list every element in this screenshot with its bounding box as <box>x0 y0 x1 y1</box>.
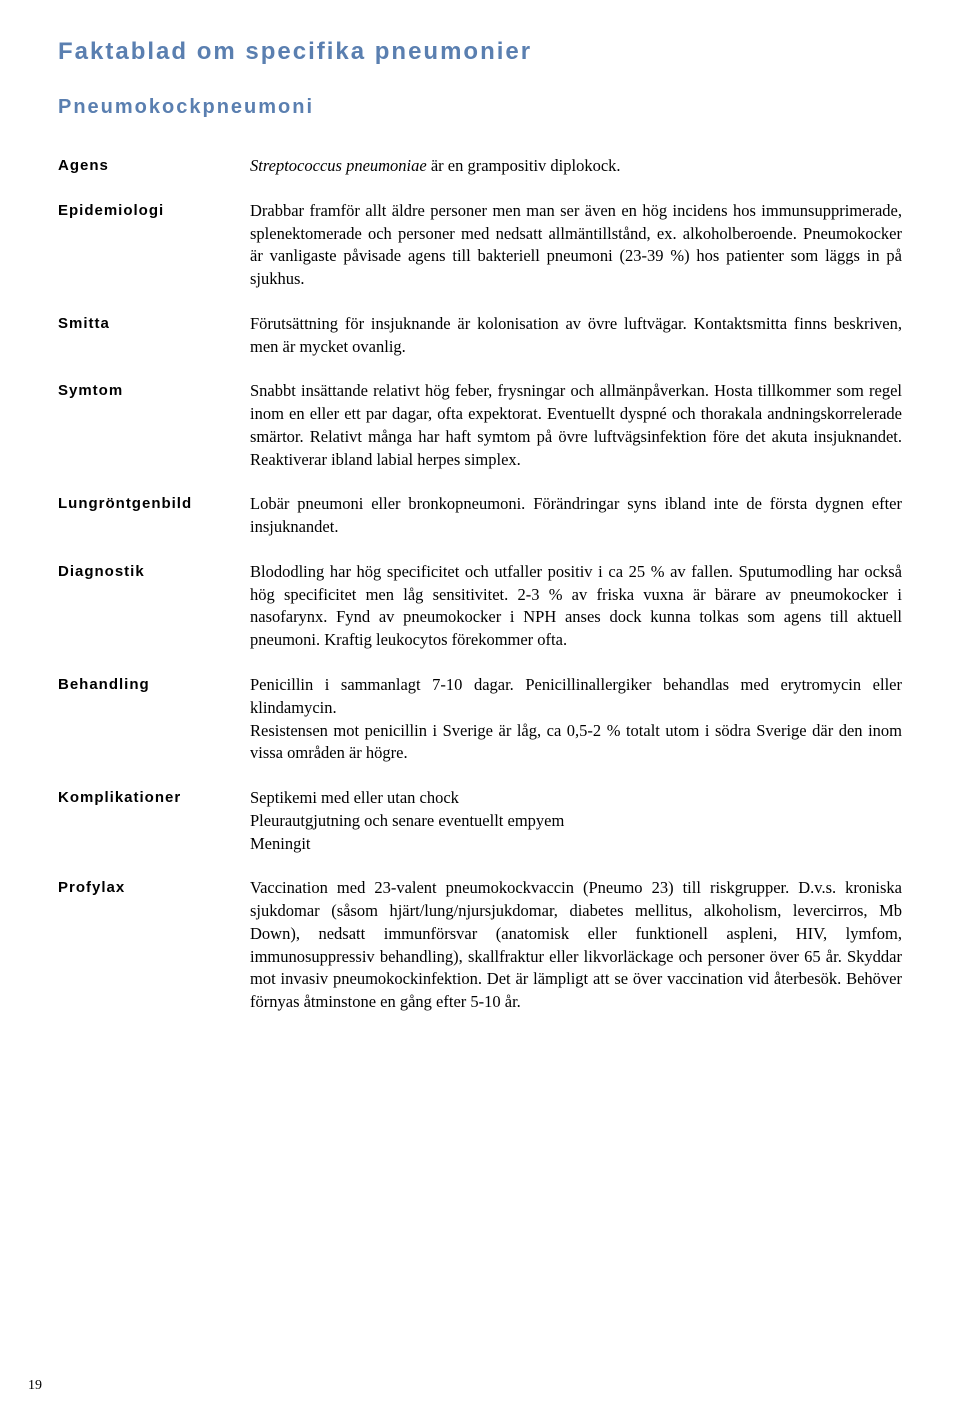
sub-title: Pneumokockpneumoni <box>58 96 902 119</box>
entry-body: Blododling har hög specificitet och utfa… <box>250 561 902 652</box>
entry-behandling: Behandling Penicillin i sammanlagt 7-10 … <box>58 674 902 765</box>
page-number: 19 <box>28 1378 42 1394</box>
entry-epidemiologi: Epidemiologi Drabbar framför allt äldre … <box>58 200 902 291</box>
body-text: Drabbar framför allt äldre personer men … <box>250 200 902 291</box>
entry-body: Lobär pneumoni eller bronkopneumoni. För… <box>250 493 902 539</box>
entry-label: Diagnostik <box>58 561 250 580</box>
entry-body: Drabbar framför allt äldre personer men … <box>250 200 902 291</box>
entry-label: Profylax <box>58 877 250 896</box>
body-text: Penicillin i sammanlagt 7-10 dagar. Peni… <box>250 674 902 765</box>
entry-symtom: Symtom Snabbt insättande relativt hög fe… <box>58 380 902 471</box>
body-text: Vaccination med 23-valent pneumokockvacc… <box>250 877 902 1014</box>
body-text: Blododling har hög specificitet och utfa… <box>250 561 902 652</box>
entry-label: Komplikationer <box>58 787 250 806</box>
entry-label: Epidemiologi <box>58 200 250 219</box>
entry-body: Septikemi med eller utan chockPleurautgj… <box>250 787 902 855</box>
main-title: Faktablad om specifika pneumonier <box>58 38 902 66</box>
italic-term: Streptococcus pneumoniae <box>250 156 427 175</box>
entry-komplikationer: Komplikationer Septikemi med eller utan … <box>58 787 902 855</box>
entry-diagnostik: Diagnostik Blododling har hög specificit… <box>58 561 902 652</box>
body-text: Förutsättning för insjuknande är kolonis… <box>250 313 902 359</box>
body-text: Septikemi med eller utan chockPleurautgj… <box>250 787 902 855</box>
entry-body: Penicillin i sammanlagt 7-10 dagar. Peni… <box>250 674 902 765</box>
entry-label: Agens <box>58 155 250 174</box>
entry-label: Smitta <box>58 313 250 332</box>
body-text: Lobär pneumoni eller bronkopneumoni. För… <box>250 493 902 539</box>
entry-agens: Agens Streptococcus pneumoniae är en gra… <box>58 155 902 178</box>
entry-profylax: Profylax Vaccination med 23-valent pneum… <box>58 877 902 1014</box>
body-text: är en grampositiv diplokock. <box>427 156 621 175</box>
entry-body: Streptococcus pneumoniae är en gramposit… <box>250 155 902 178</box>
entry-label: Behandling <box>58 674 250 693</box>
entry-body: Vaccination med 23-valent pneumokockvacc… <box>250 877 902 1014</box>
body-text: Snabbt insättande relativt hög feber, fr… <box>250 380 902 471</box>
document-page: Faktablad om specifika pneumonier Pneumo… <box>0 0 960 1076</box>
entry-body: Snabbt insättande relativt hög feber, fr… <box>250 380 902 471</box>
entry-lungrontgenbild: Lungröntgenbild Lobär pneumoni eller bro… <box>58 493 902 539</box>
entry-smitta: Smitta Förutsättning för insjuknande är … <box>58 313 902 359</box>
entry-body: Förutsättning för insjuknande är kolonis… <box>250 313 902 359</box>
entry-label: Symtom <box>58 380 250 399</box>
entry-label: Lungröntgenbild <box>58 493 250 512</box>
